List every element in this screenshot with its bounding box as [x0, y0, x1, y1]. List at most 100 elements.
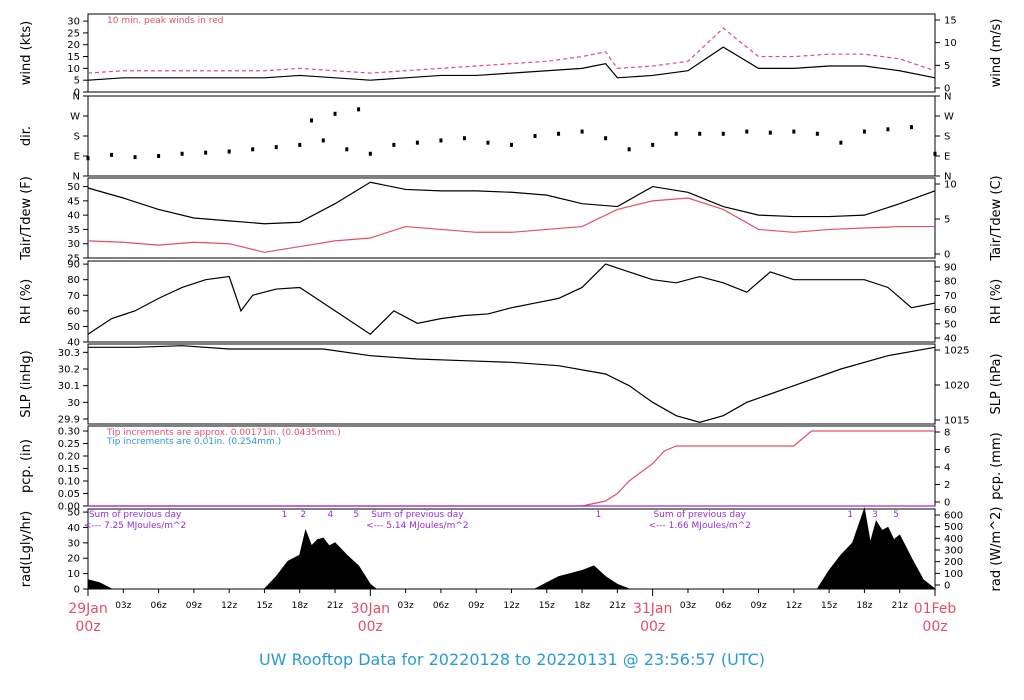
y-tick-label-left: 0.25: [58, 439, 80, 450]
y-tick-label-left: 40: [67, 338, 80, 349]
y-tick-label-right: N: [944, 172, 951, 183]
y-tick-label-right: 40: [944, 334, 957, 345]
y-tick-label-right: 0: [944, 84, 950, 95]
y-tick-label-right: 400: [944, 534, 963, 545]
x-tick-label: 03z: [680, 601, 696, 611]
daily-note-line1: Sum of previous day: [89, 510, 182, 520]
rad-marker: 2: [300, 510, 306, 520]
rad-marker: 5: [893, 510, 899, 520]
data-point: [298, 142, 302, 147]
y-tick-label-left: 30.3: [58, 348, 80, 359]
data-point: [180, 151, 184, 156]
y-tick-label-left: 0.05: [58, 489, 80, 500]
rad-marker: 1: [282, 510, 288, 520]
panel-frame: [87, 260, 936, 343]
x-day-label: 30Jan: [351, 601, 390, 617]
panel-rh: 40 50 60 70 80 90 40 50 60 70 80 90 RH (%) RH (%): [19, 260, 1004, 349]
panel-note: Tip increments are approx. 0.00171in. (0…: [106, 428, 341, 438]
x-day-sublabel: 00z: [358, 619, 383, 635]
y-axis-label-right: RH (%): [989, 279, 1004, 324]
data-point: [721, 131, 725, 136]
y-tick-label-right: 1020: [944, 381, 969, 392]
panel-frame: [87, 508, 936, 590]
x-tick-label: 18z: [856, 601, 872, 611]
x-axis: 03z 06z 09z 12z 15z 18z 21z 03z 06z 09z 12z 15z 18z 2…: [68, 589, 956, 635]
data-point: [133, 155, 137, 160]
y-axis-label-right: wind (m/s): [989, 19, 1004, 88]
y-axis-label-left: dir.: [19, 126, 34, 146]
daily-note-line2: <--- 7.25 MJoules/m^2: [84, 521, 186, 531]
y-tick-label-left: N: [73, 92, 80, 103]
data-point: [345, 147, 349, 152]
data-point: [886, 127, 890, 132]
data-point: [368, 151, 372, 156]
x-tick-label: 18z: [292, 601, 308, 611]
data-point: [909, 125, 913, 130]
data-point: [557, 131, 561, 136]
series-line: [87, 27, 936, 74]
data-point: [651, 142, 655, 147]
x-tick-label: 21z: [609, 601, 625, 611]
y-tick-label-left: 50: [67, 322, 80, 333]
x-tick-label: 06z: [433, 601, 449, 611]
data-point: [674, 131, 678, 136]
y-axis-label-left: rad(Lgly/hr): [19, 511, 34, 587]
y-tick-label-left: 80: [67, 275, 80, 286]
rad-marker: 4: [327, 510, 333, 520]
data-point: [533, 134, 537, 138]
panel-rad: 010203040500100200300400500600rad(Lgly/h…: [19, 507, 1004, 596]
y-tick-label-right: 8: [944, 428, 950, 439]
data-point: [862, 129, 866, 134]
panel-pcp: 0.00 0.050.10 0.150.20 0.250.30 0 2 4 6 8 pcp. (i…: [19, 425, 1004, 513]
y-tick-label-left: 50: [67, 182, 80, 193]
x-tick-label: 21z: [892, 601, 908, 611]
x-day-sublabel: 00z: [640, 619, 665, 635]
panel-frame: [87, 13, 936, 93]
data-point: [792, 129, 796, 134]
rad-marker: 1: [847, 510, 853, 520]
y-tick-label-left: 30: [67, 398, 80, 409]
x-tick-label: 03z: [398, 601, 414, 611]
y-tick-label-right: 50: [944, 319, 957, 330]
data-point: [357, 107, 361, 112]
x-tick-label: 09z: [186, 601, 202, 611]
data-point: [251, 147, 255, 152]
y-tick-label-right: 1025: [944, 346, 969, 357]
y-tick-label-left: 30: [67, 239, 80, 250]
y-tick-label-left: 50: [67, 508, 80, 519]
y-tick-label-left: 10: [67, 569, 80, 580]
data-point: [698, 131, 702, 136]
panel-frame: [87, 343, 936, 425]
y-tick-label-right: 15: [944, 16, 957, 27]
data-point: [415, 140, 419, 145]
y-tick-label-left: 40: [67, 211, 80, 222]
y-tick-label-right: 10: [944, 180, 957, 191]
x-tick-label: 15z: [256, 601, 272, 611]
y-axis-label-right: pcp. (mm): [989, 432, 1004, 499]
y-axis-label-left: RH (%): [19, 279, 34, 324]
y-tick-label-right: E: [944, 152, 950, 163]
data-point: [310, 118, 314, 123]
y-axis-label-left: pcp. (in): [19, 439, 34, 493]
y-tick-label-left: 30.1: [58, 381, 80, 392]
y-tick-label-right: 90: [944, 263, 957, 274]
x-tick-label: 03z: [115, 601, 131, 611]
data-point: [745, 129, 749, 134]
data-point: [439, 138, 443, 143]
y-tick-label-right: S: [944, 132, 950, 143]
data-point: [86, 156, 90, 161]
x-tick-label: 15z: [539, 601, 555, 611]
y-axis-label-left: SLP (inHg): [19, 350, 34, 418]
y-tick-label-right: 0: [944, 581, 950, 592]
data-point: [274, 145, 278, 150]
series-line: [87, 181, 936, 225]
x-tick-label: 18z: [574, 601, 590, 611]
y-tick-label-left: 30: [67, 17, 80, 28]
daily-note-line2: <--- 1.66 MJoules/m^2: [648, 521, 750, 531]
y-tick-label-left: 0: [74, 585, 80, 596]
y-tick-label-right: 0: [944, 498, 950, 509]
series-line: [88, 430, 935, 507]
y-axis-label-left: wind (kts): [19, 21, 34, 85]
